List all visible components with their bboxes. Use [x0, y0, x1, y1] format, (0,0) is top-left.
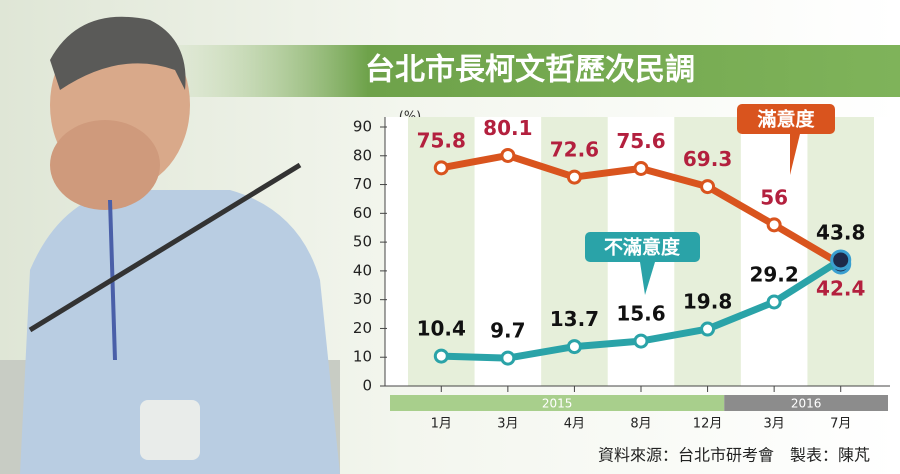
y-tick-label: 40 — [353, 261, 372, 279]
y-tick-label: 10 — [353, 348, 372, 366]
stripe — [408, 117, 475, 386]
data-label: 69.3 — [683, 147, 732, 171]
chart-title: 台北市長柯文哲歷次民調 — [365, 53, 695, 88]
legend-label: 滿意度 — [757, 108, 815, 131]
x-tick-label: 8月 — [630, 417, 651, 432]
point — [500, 147, 516, 163]
data-label: 75.6 — [616, 129, 665, 153]
legend-pointer — [640, 262, 655, 295]
year-band — [390, 395, 725, 411]
x-tick-label: 12月 — [693, 417, 723, 432]
data-label: 75.8 — [417, 128, 466, 152]
data-label: 19.8 — [683, 290, 732, 314]
point — [566, 339, 582, 355]
x-tick-label: 3月 — [764, 417, 785, 432]
data-label: 10.4 — [417, 317, 466, 341]
legend-box — [585, 232, 700, 262]
data-label: 13.7 — [550, 307, 599, 331]
data-label: 56 — [760, 185, 788, 209]
legend-label: 不滿意度 — [604, 236, 681, 259]
data-label: 42.4 — [816, 276, 865, 300]
photo — [0, 16, 340, 474]
point — [500, 350, 516, 366]
x-tick-label: 7月 — [830, 417, 851, 432]
point — [566, 169, 582, 185]
point — [830, 249, 852, 271]
y-tick-label: 60 — [353, 204, 372, 222]
y-tick-label: 0 — [362, 377, 372, 395]
point — [633, 333, 649, 349]
legend-pointer — [790, 134, 800, 175]
x-tick-label: 3月 — [497, 417, 518, 432]
point — [700, 179, 716, 195]
source-note: 資料來源：台北市研考會 製表：陳芃 — [598, 446, 870, 465]
data-label: 15.6 — [616, 302, 665, 326]
data-label: 29.2 — [749, 262, 798, 286]
title-band — [140, 45, 900, 97]
y-tick-label: 90 — [353, 118, 372, 136]
data-label: 43.8 — [816, 220, 865, 244]
x-tick-label: 4月 — [564, 417, 585, 432]
data-label: 9.7 — [490, 319, 525, 343]
point — [700, 321, 716, 337]
data-label: 72.6 — [550, 138, 599, 162]
y-tick-label: 20 — [353, 319, 372, 337]
point — [433, 160, 449, 176]
point — [433, 348, 449, 364]
x-tick-label: 1月 — [431, 417, 452, 432]
point — [633, 160, 649, 176]
point — [766, 217, 782, 233]
year-label: 2015 — [542, 397, 573, 411]
point — [766, 294, 782, 310]
y-tick-label: 30 — [353, 290, 372, 308]
year-label: 2016 — [791, 397, 822, 411]
data-label: 80.1 — [483, 116, 532, 140]
y-tick-label: 70 — [353, 175, 372, 193]
y-tick-label: 80 — [353, 146, 372, 164]
legend-box — [737, 104, 835, 134]
year-band — [724, 395, 888, 411]
y-tick-label: 50 — [353, 233, 372, 251]
